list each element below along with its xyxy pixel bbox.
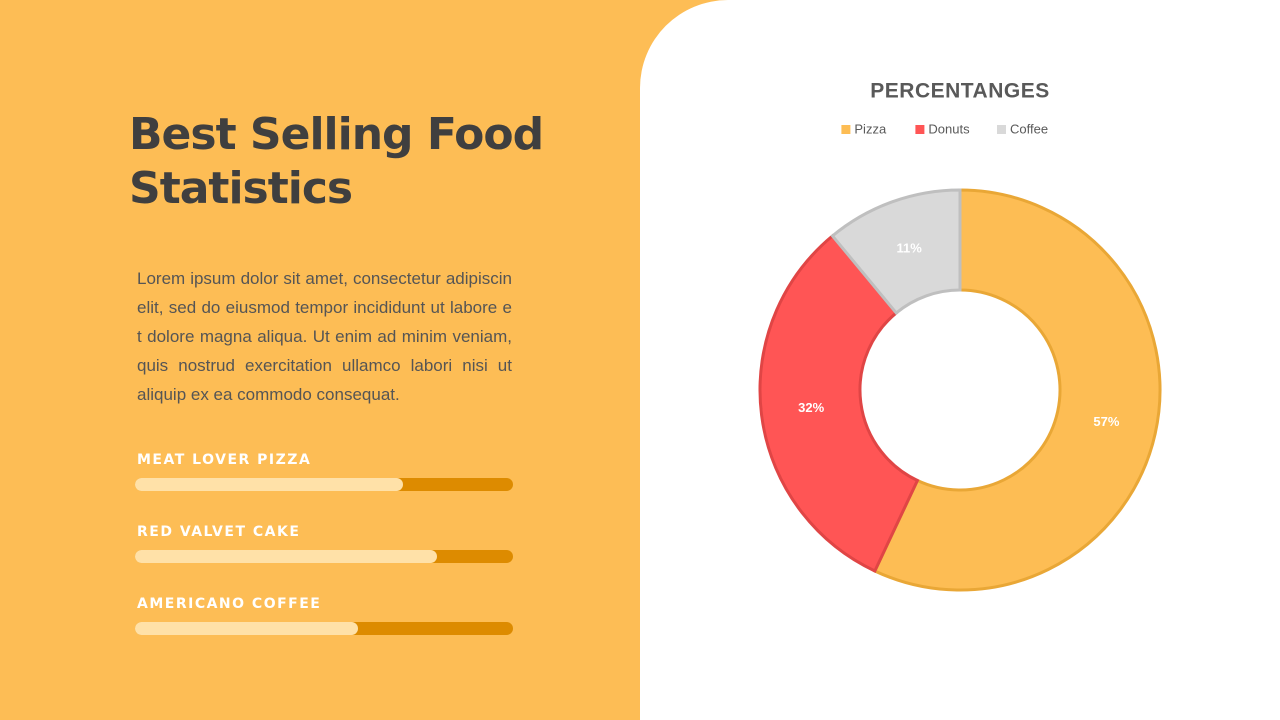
progress-track <box>135 550 513 563</box>
progress-label: RED VALVET CAKE <box>137 524 301 540</box>
progress-track <box>135 478 513 491</box>
legend-label: Pizza <box>854 121 887 136</box>
progress-fill <box>135 550 438 563</box>
legend-swatch <box>841 125 851 134</box>
progress-track <box>135 622 513 635</box>
data-label: 57% <box>1093 414 1119 429</box>
data-label: 11% <box>897 240 923 255</box>
donut-segment <box>872 188 1162 592</box>
slide-title: Best Selling Food Statistics <box>129 109 544 214</box>
chart-panel <box>640 0 1280 720</box>
donut-segment <box>758 233 920 573</box>
progress-fill <box>135 478 404 491</box>
progress-label: MEAT LOVER PIZZA <box>137 452 312 468</box>
progress-label: AMERICANO COFFEE <box>137 596 322 612</box>
legend-label: Donuts <box>928 121 970 136</box>
progress-fill <box>135 622 359 635</box>
chart-title: PERCENTANGES <box>870 80 1049 103</box>
legend-swatch <box>997 125 1006 134</box>
body-text: Lorem ipsum dolor sit amet, consectetur … <box>137 269 512 404</box>
donut-segment <box>830 188 962 316</box>
legend-swatch <box>915 125 925 134</box>
data-label: 32% <box>798 400 824 415</box>
legend-label: Coffee <box>1010 121 1048 136</box>
